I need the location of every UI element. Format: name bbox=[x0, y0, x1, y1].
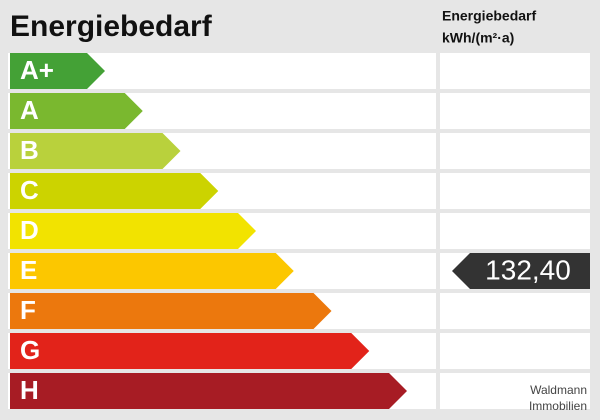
class-arrow bbox=[10, 213, 256, 249]
value-cell bbox=[440, 93, 590, 129]
class-arrow bbox=[10, 53, 105, 89]
value-cell bbox=[440, 173, 590, 209]
class-arrow bbox=[10, 293, 332, 329]
class-label: A bbox=[20, 95, 39, 125]
indicator: 132,40 bbox=[452, 253, 590, 289]
indicator-arrow bbox=[452, 253, 590, 289]
class-arrow bbox=[10, 133, 181, 169]
class-label: G bbox=[20, 335, 40, 365]
class-arrow bbox=[10, 253, 294, 289]
class-arrow bbox=[10, 173, 219, 209]
indicator-value: 132,40 bbox=[485, 254, 571, 285]
value-cell bbox=[440, 333, 590, 369]
value-cell bbox=[440, 213, 590, 249]
class-arrow bbox=[10, 93, 143, 129]
class-label: C bbox=[20, 175, 39, 205]
class-arrow bbox=[10, 333, 370, 369]
column-header: Energiebedarf bbox=[442, 8, 536, 24]
value-cell bbox=[440, 373, 590, 409]
class-label: A+ bbox=[20, 55, 54, 85]
class-label: H bbox=[20, 375, 39, 405]
class-label: D bbox=[20, 215, 39, 245]
class-label: F bbox=[20, 295, 36, 325]
class-label: B bbox=[20, 135, 39, 165]
footer-line: Immobilien bbox=[529, 399, 587, 413]
column-header-unit: kWh/(m²·a) bbox=[442, 30, 514, 46]
title: Energiebedarf bbox=[10, 10, 213, 43]
value-cell bbox=[440, 53, 590, 89]
value-cell bbox=[440, 293, 590, 329]
class-arrow bbox=[10, 373, 407, 409]
footer-line: Waldmann bbox=[530, 383, 587, 397]
value-cell bbox=[440, 133, 590, 169]
class-label: E bbox=[20, 255, 37, 285]
